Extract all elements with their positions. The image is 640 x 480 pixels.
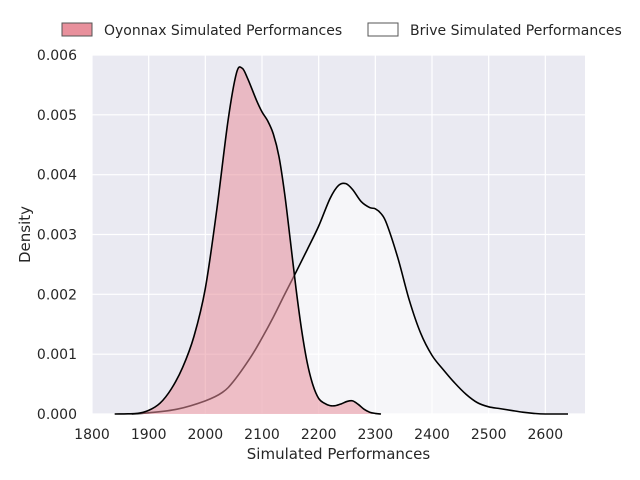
x-axis-ticks: 1800 1900 2000 2100 2200 2300 2400 2500 2600 (74, 427, 563, 443)
y-axis-label: Density (16, 206, 34, 263)
legend: Oyonnax Simulated Performances Brive Simu… (61, 22, 622, 39)
x-tick-label: 1900 (131, 427, 167, 443)
y-tick-label: 0.000 (37, 407, 77, 423)
series-area-1 (131, 183, 569, 414)
legend-swatch-0 (61, 22, 93, 37)
x-tick-label: 2200 (301, 427, 337, 443)
x-tick-label: 2000 (188, 427, 224, 443)
x-tick-label: 2600 (528, 427, 564, 443)
y-axis-ticks: 0.000 0.001 0.002 0.003 0.004 0.005 0.006 (37, 48, 77, 423)
y-tick-label: 0.001 (37, 347, 77, 363)
x-tick-label: 2400 (414, 427, 450, 443)
y-tick-label: 0.002 (37, 287, 77, 303)
y-tick-label: 0.004 (37, 168, 77, 184)
legend-swatch-1 (367, 22, 399, 37)
x-tick-label: 1800 (74, 427, 110, 443)
legend-label-0: Oyonnax Simulated Performances (104, 23, 342, 39)
y-tick-label: 0.006 (37, 48, 77, 64)
x-tick-label: 2100 (244, 427, 280, 443)
x-tick-label: 2300 (358, 427, 394, 443)
legend-label-1: Brive Simulated Performances (410, 23, 622, 39)
series-line-0 (114, 66, 382, 415)
y-tick-label: 0.005 (37, 108, 77, 124)
series-layer (114, 66, 569, 415)
y-tick-label: 0.003 (37, 228, 77, 244)
x-axis-label: Simulated Performances (247, 445, 431, 463)
series-area-0 (114, 66, 382, 414)
x-tick-label: 2500 (471, 427, 507, 443)
